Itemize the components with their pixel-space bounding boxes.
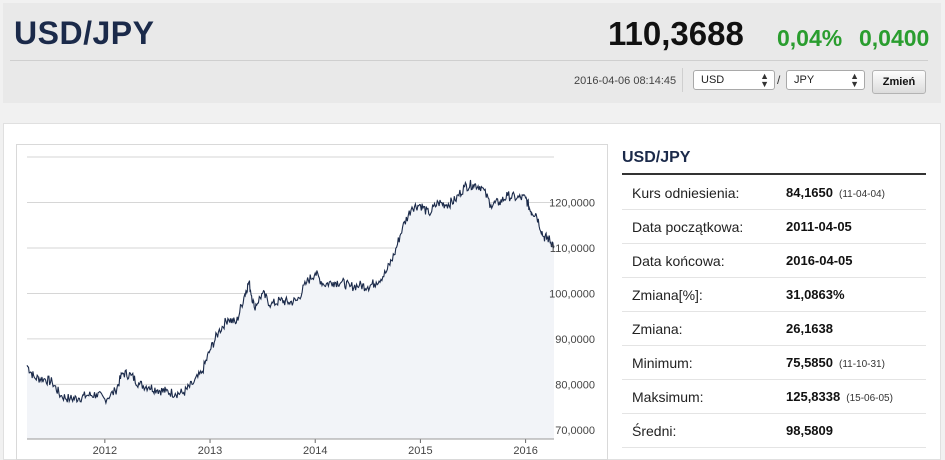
price-chart: 70,0000 80,0000 90,0000 100,0000 110,0000 120… [16, 144, 608, 460]
x-tick-label: 2012 [93, 445, 117, 457]
stats-label: Minimum: [632, 355, 693, 371]
stats-label: Data końcowa: [632, 253, 725, 269]
stats-value: 98,5809 [786, 423, 833, 438]
stats-row: Średni: 98,5809 [622, 414, 926, 448]
y-tick-label: 100,0000 [549, 288, 595, 300]
select-arrows-icon: ▲ ▼ [760, 71, 769, 89]
from-currency-value: USD [701, 74, 725, 86]
stats-row: Maksimum: 125,8338 (15-06-05) [622, 380, 926, 414]
stats-row: Minimum: 75,5850 (11-10-31) [622, 346, 926, 380]
stats-label: Zmiana: [632, 321, 683, 337]
stats-date: (11-10-31) [839, 359, 885, 370]
stats-value: 2016-04-05 [786, 253, 853, 268]
stats-value: 84,1650 (11-04-04) [786, 185, 885, 200]
stats-title: USD/JPY [622, 149, 691, 166]
price-chart-svg: 70,0000 80,0000 90,0000 100,0000 110,0000 120… [26, 156, 595, 457]
to-currency-select[interactable]: JPY ▲ ▼ [786, 70, 865, 90]
toolbar-divider [682, 68, 683, 92]
x-tick-label: 2015 [408, 445, 432, 457]
stats-value: 2011-04-05 [786, 219, 852, 234]
stats-row: Data początkowa: 2011-04-05 [622, 210, 926, 244]
stats-value: 125,8338 (15-06-05) [786, 389, 893, 404]
quote-header: USD/JPY 110,3688 0,04% 0,0400 [3, 3, 941, 103]
stats-label: Zmiana[%]: [632, 287, 703, 303]
current-price: 110,3688 [608, 15, 744, 52]
stats-row: Data końcowa: 2016-04-05 [622, 244, 926, 278]
stats-label: Maksimum: [632, 389, 704, 405]
y-tick-label: 90,0000 [555, 334, 595, 346]
stats-row: Kurs odniesienia: 84,1650 (11-04-04) [622, 176, 926, 210]
select-arrows-icon: ▲ ▼ [850, 71, 859, 89]
x-axis: 2012 2013 2014 2015 2016 [27, 438, 554, 457]
stats-value: 26,1638 [786, 321, 833, 336]
change-percent: 0,04% [777, 25, 843, 51]
y-axis: 70,0000 80,0000 90,0000 100,0000 110,0000 120… [549, 197, 595, 436]
price-area [27, 180, 554, 439]
x-tick-label: 2016 [513, 445, 537, 457]
x-tick-label: 2013 [198, 445, 222, 457]
change-absolute: 0,0400 [859, 25, 930, 51]
stats-row: Zmiana: 26,1638 [622, 312, 926, 346]
y-tick-label: 80,0000 [555, 379, 595, 391]
pair-title: USD/JPY [14, 15, 155, 51]
stats-date: (15-06-05) [846, 393, 893, 404]
currency-separator: / [777, 73, 781, 87]
from-currency-select[interactable]: USD ▲ ▼ [693, 70, 775, 90]
change-pair-button[interactable]: Zmień [872, 70, 926, 94]
stats-row: Zmiana[%]: 31,0863% [622, 278, 926, 312]
y-tick-label: 110,0000 [550, 243, 595, 255]
header-divider [10, 60, 928, 61]
stats-label: Data początkowa: [632, 219, 744, 235]
y-tick-label: 70,0000 [555, 425, 595, 437]
price-line [26, 179, 555, 406]
stats-label: Średni: [632, 423, 677, 439]
stats-value: 31,0863% [786, 287, 845, 302]
stats-value: 75,5850 (11-10-31) [786, 355, 885, 370]
stats-divider [622, 173, 926, 175]
stats-label: Kurs odniesienia: [632, 185, 740, 201]
y-tick-label: 120,0000 [549, 197, 595, 209]
quote-timestamp: 2016-04-06 08:14:45 [574, 75, 677, 87]
to-currency-value: JPY [794, 74, 815, 86]
stats-date: (11-04-04) [839, 189, 885, 200]
x-tick-label: 2014 [303, 445, 327, 457]
